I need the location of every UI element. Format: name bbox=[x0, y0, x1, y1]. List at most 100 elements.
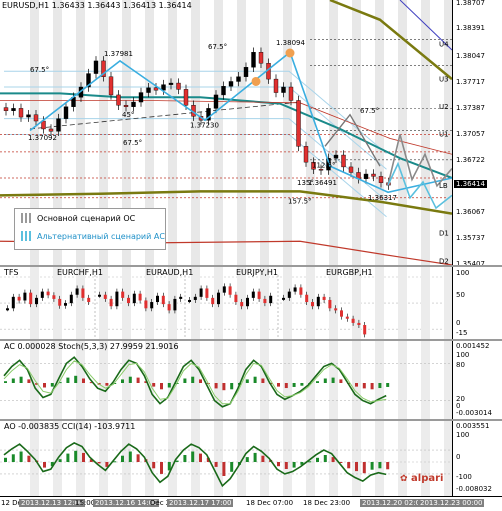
session-band bbox=[53, 0, 62, 265]
session-band bbox=[76, 267, 85, 339]
olive-ma bbox=[0, 190, 453, 215]
ac-bar bbox=[339, 379, 343, 383]
price-axis[interactable]: 1.38707 1.38391 1.38047 1.37717 1.37387 1.370… bbox=[452, 0, 502, 265]
ac-axis[interactable]: 0.001452 100 80 20 0 -0.003014 bbox=[452, 341, 502, 419]
ac-bar bbox=[222, 383, 226, 391]
level-label: U3 bbox=[439, 75, 449, 83]
candle-body bbox=[251, 52, 256, 68]
ao-bar bbox=[167, 462, 171, 471]
tfs-bar bbox=[199, 288, 203, 297]
candle-body bbox=[26, 114, 31, 118]
tfs-bar bbox=[35, 297, 38, 305]
tfs-pane[interactable]: TFS EURCHF,H1 EURAUD,H1 EURJPY,H1 EURGBP… bbox=[0, 267, 502, 339]
candle-body bbox=[33, 114, 39, 122]
tfs-bar bbox=[246, 297, 249, 307]
session-band bbox=[352, 0, 361, 265]
candle-body bbox=[41, 120, 46, 130]
session-band bbox=[352, 341, 361, 419]
candle-body bbox=[363, 173, 369, 179]
price-annotation: 67.5° bbox=[360, 107, 379, 115]
ao-bar bbox=[355, 462, 358, 472]
main-price-pane[interactable]: U4 U3 U2 U1 LB D1 D2 1.37981 1.38094 1.37092 1.372… bbox=[0, 0, 502, 265]
session-band bbox=[237, 421, 246, 496]
ac-bar bbox=[128, 376, 132, 383]
time-axis-label: 2013.12.16 14:00 bbox=[93, 499, 160, 507]
price-annotation: 67.5° bbox=[123, 139, 142, 147]
tfs-bar bbox=[138, 293, 142, 301]
ao-cci-chart[interactable] bbox=[0, 421, 476, 496]
session-band bbox=[260, 341, 269, 419]
time-axis-label: 18 Dec 07:00 bbox=[246, 499, 294, 507]
ac-stoch-chart[interactable] bbox=[0, 341, 476, 419]
tfs-chart[interactable] bbox=[0, 267, 476, 339]
tfs-bar bbox=[17, 296, 21, 301]
price-axis-label: 1.38391 bbox=[456, 24, 485, 33]
tfs-bar bbox=[217, 292, 220, 305]
tfs-bar bbox=[11, 296, 15, 309]
session-band bbox=[398, 341, 407, 419]
time-axis-label: 18 Dec 23:00 bbox=[303, 499, 351, 507]
time-axis-label: 2013.12.17 17:00 bbox=[167, 499, 234, 507]
ao-axis[interactable]: 0.003551 100 0 -100 -0.008032 bbox=[452, 421, 502, 496]
legend-alt-scenario: Альтернативный сценарий АС bbox=[15, 227, 165, 245]
candle-body bbox=[318, 169, 324, 171]
ao-bar bbox=[292, 462, 296, 468]
candle-body bbox=[161, 84, 166, 91]
time-axis[interactable]: 12 Dec 20132013.12.13 12:0015:002013.12.… bbox=[0, 496, 502, 511]
ac-bar bbox=[144, 381, 148, 383]
ao-bar bbox=[316, 457, 319, 462]
channel-line bbox=[4, 86, 387, 170]
alpari-logo: ✿ alpari bbox=[400, 473, 443, 484]
session-band bbox=[145, 0, 154, 265]
session-band bbox=[260, 421, 269, 496]
candle-body bbox=[18, 108, 24, 118]
candle-body bbox=[56, 118, 61, 132]
ao-bar bbox=[347, 462, 351, 469]
tfs-bar bbox=[257, 291, 261, 299]
tfs-bar bbox=[115, 291, 119, 307]
tfs-bar bbox=[299, 287, 303, 295]
gray-swing bbox=[324, 113, 381, 167]
diagonal-line bbox=[399, 0, 453, 51]
tfs-bar bbox=[222, 286, 226, 293]
main-scenario-path bbox=[387, 134, 453, 188]
tfs-bar bbox=[161, 295, 165, 305]
ohlc-values: 1.36433 1.36443 1.36413 1.36414 bbox=[51, 1, 192, 10]
candle-body bbox=[243, 67, 249, 77]
session-band bbox=[122, 341, 131, 419]
candle-body bbox=[138, 92, 144, 103]
pane-separator[interactable] bbox=[0, 339, 502, 341]
tfs-axis[interactable]: 100 50 0 -15 bbox=[452, 267, 502, 339]
ao-bar bbox=[74, 450, 78, 462]
ac-bar bbox=[89, 382, 93, 384]
session-band bbox=[99, 421, 108, 496]
ao-bar bbox=[82, 452, 85, 462]
ac-bar bbox=[160, 383, 163, 390]
session-band bbox=[444, 267, 453, 339]
price-annotation: 67.5° bbox=[208, 43, 227, 51]
ao-axis-label: -100 bbox=[456, 473, 472, 481]
session-band bbox=[214, 341, 223, 419]
tfs-bar bbox=[109, 298, 113, 307]
price-axis-label: 1.35737 bbox=[456, 234, 485, 243]
ac-stoch-pane[interactable]: AC 0.000028 Stoch(5,3,3) 27.9959 21.9016… bbox=[0, 341, 502, 419]
ac-bar bbox=[331, 377, 335, 383]
price-chart[interactable]: U4 U3 U2 U1 LB D1 D2 1.37981 1.38094 1.37092 1.372… bbox=[0, 0, 476, 265]
candle-body bbox=[371, 173, 376, 177]
session-band bbox=[30, 0, 39, 265]
tfs-bar bbox=[205, 288, 209, 298]
tfs-title: TFS bbox=[4, 268, 19, 277]
trend-line bbox=[29, 101, 301, 130]
ao-axis-label: 0 bbox=[456, 453, 461, 461]
tfs-bar bbox=[127, 297, 130, 304]
price-axis-label: 1.38047 bbox=[456, 51, 485, 60]
pane-separator[interactable] bbox=[0, 419, 502, 421]
price-annotation: 135° bbox=[297, 179, 314, 187]
candle-body bbox=[348, 166, 354, 173]
session-band bbox=[168, 421, 177, 496]
ao-cci-pane[interactable]: AO -0.003835 CCI(14) -103.9711 0.003551 … bbox=[0, 421, 502, 496]
session-band bbox=[168, 0, 177, 265]
price-axis-label: 1.36722 bbox=[456, 156, 485, 165]
pane-separator[interactable] bbox=[0, 265, 502, 267]
time-axis-label: 2013.12.13 12:00 bbox=[19, 499, 86, 507]
